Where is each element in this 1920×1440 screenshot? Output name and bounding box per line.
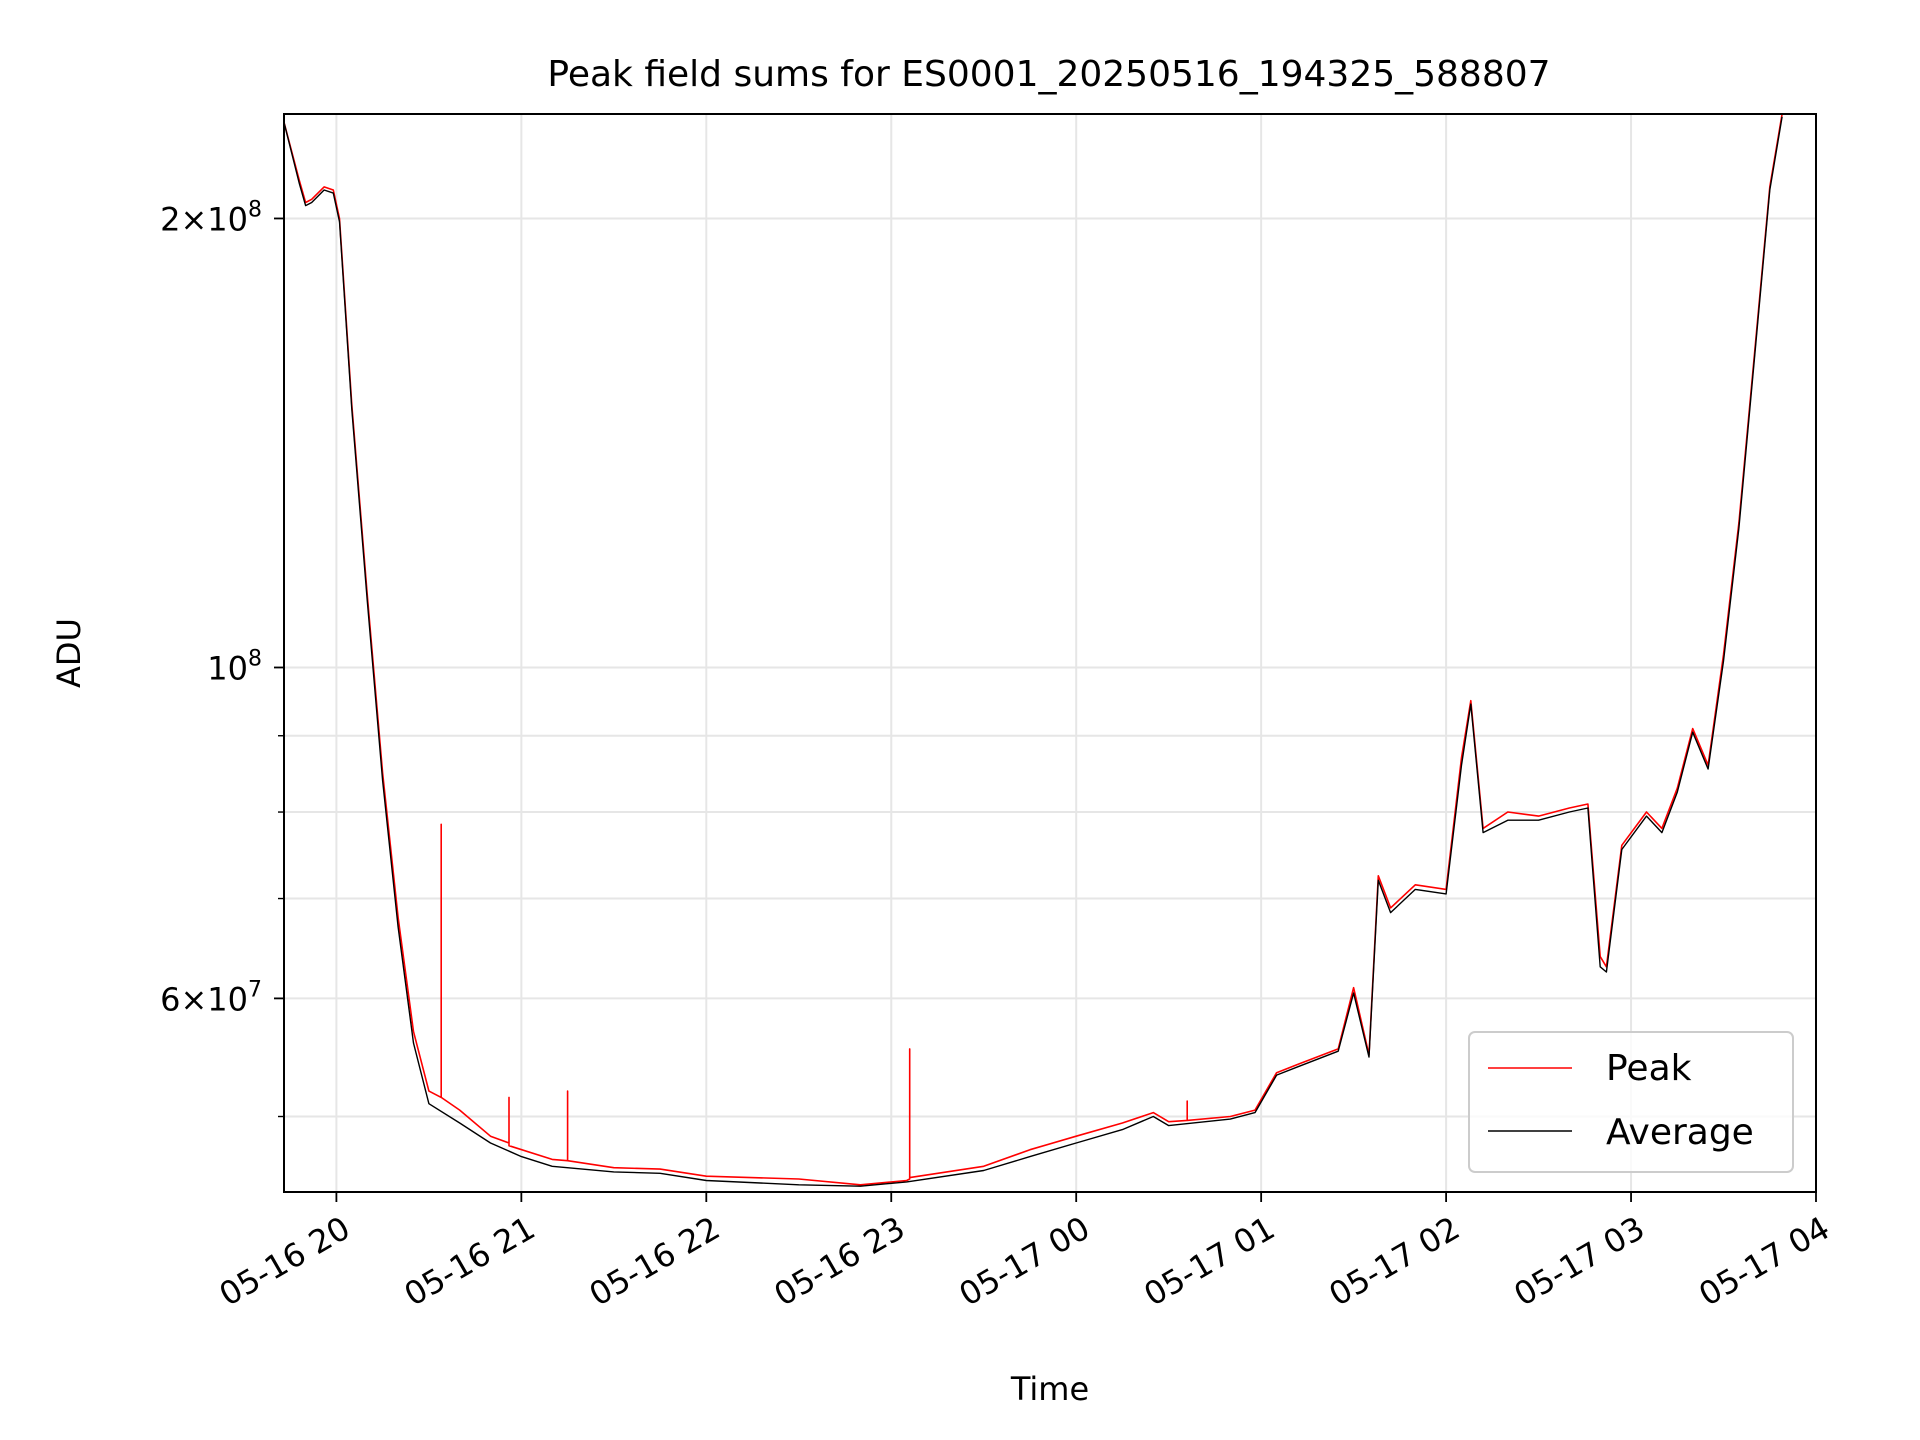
y-axis-label: ADU: [50, 618, 88, 688]
plot-series: [283, 113, 1783, 1187]
series-line-peak: [283, 113, 1783, 1186]
x-axis-label: Time: [1010, 1370, 1089, 1408]
y-tick-label: 2×108: [160, 197, 262, 238]
y-axis-ticks: 6×107 108 2×108: [160, 197, 284, 1118]
legend-frame: [1468, 1031, 1794, 1173]
legend-label-average: Average: [1606, 1112, 1754, 1153]
y-tick-label: 6×107: [160, 977, 262, 1018]
series-line-average: [283, 116, 1783, 1187]
plot-area-frame: [283, 113, 1817, 1193]
y-tick-label: 108: [207, 646, 262, 687]
chart-title: Peak field sums for ES0001_20250516_1943…: [547, 54, 1550, 95]
legend-label-peak: Peak: [1606, 1048, 1692, 1089]
legend: Peak Average: [1468, 1031, 1794, 1173]
